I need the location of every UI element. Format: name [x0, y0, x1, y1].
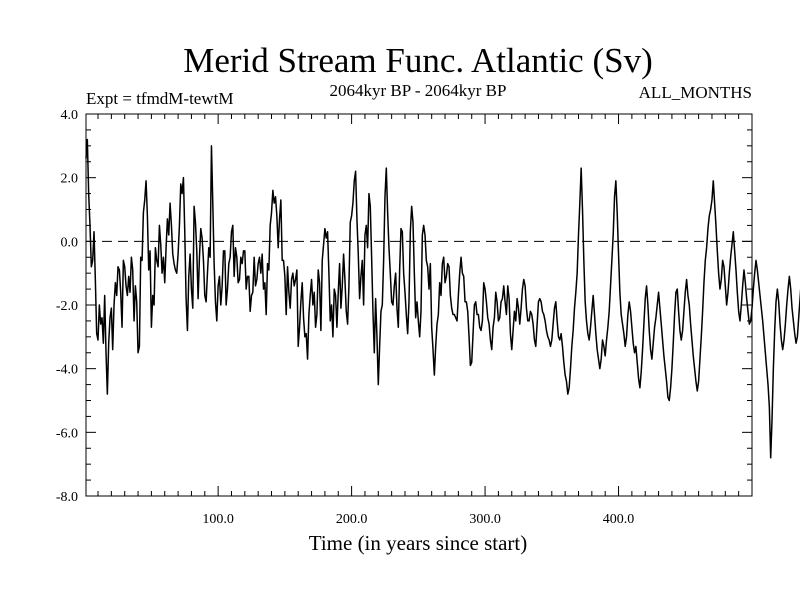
tick-labels: 100.0 200.0 300.0 400.0 -8.0 -6.0 -4.0 -2.0 0.0 2…	[56, 108, 634, 527]
y-tick-label: 0.0	[61, 235, 79, 250]
axis-ticks	[86, 113, 752, 497]
subtitle-experiment: Expt = tfmdM-tewtM	[86, 89, 233, 108]
y-tick-label: 4.0	[61, 108, 79, 123]
x-axis-label: Time (in years since start)	[309, 531, 528, 555]
x-tick-label: 400.0	[603, 512, 635, 527]
subtitle-period: 2064kyr BP - 2064kyr BP	[330, 81, 507, 100]
x-tick-label: 300.0	[469, 512, 501, 527]
subtitle-months: ALL_MONTHS	[639, 83, 752, 102]
series-line	[85, 138, 800, 459]
y-tick-label: -2.0	[56, 299, 78, 314]
chart-title: Merid Stream Func. Atlantic (Sv)	[183, 41, 653, 80]
y-tick-label: -6.0	[56, 426, 78, 441]
y-tick-label: -4.0	[56, 363, 78, 378]
x-tick-label: 100.0	[202, 512, 234, 527]
y-tick-label: -8.0	[56, 490, 78, 505]
x-tick-label: 200.0	[336, 512, 368, 527]
y-tick-label: 2.0	[61, 172, 79, 187]
plot-frame	[85, 113, 753, 497]
